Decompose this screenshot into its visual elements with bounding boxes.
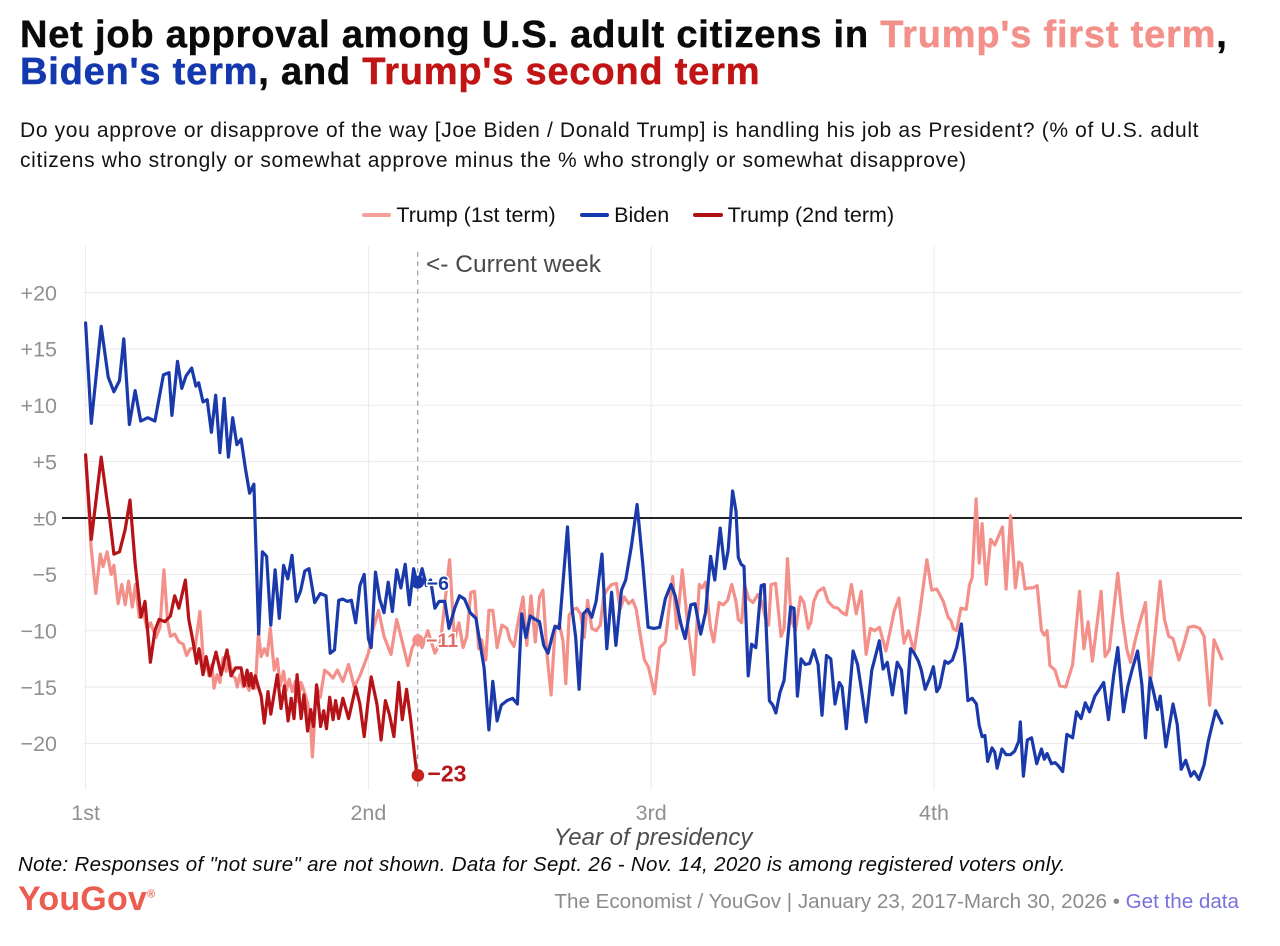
svg-text:−20: −20 xyxy=(21,732,58,756)
svg-text:1st: 1st xyxy=(71,801,100,825)
svg-text:<- Current week: <- Current week xyxy=(426,251,602,278)
svg-text:−15: −15 xyxy=(21,676,58,700)
svg-text:−10: −10 xyxy=(21,619,58,643)
svg-text:−11: −11 xyxy=(426,630,458,652)
svg-text:Year of presidency: Year of presidency xyxy=(554,824,755,851)
svg-text:−6: −6 xyxy=(427,573,449,595)
svg-text:±0: ±0 xyxy=(33,507,57,531)
svg-text:+15: +15 xyxy=(21,338,58,362)
svg-text:+20: +20 xyxy=(21,281,58,305)
svg-text:2nd: 2nd xyxy=(350,801,386,825)
svg-text:3rd: 3rd xyxy=(636,801,667,825)
svg-text:+10: +10 xyxy=(21,394,58,418)
svg-text:−5: −5 xyxy=(32,563,57,587)
svg-text:−23: −23 xyxy=(427,761,466,787)
svg-text:4th: 4th xyxy=(919,801,949,825)
svg-text:+5: +5 xyxy=(32,450,57,474)
